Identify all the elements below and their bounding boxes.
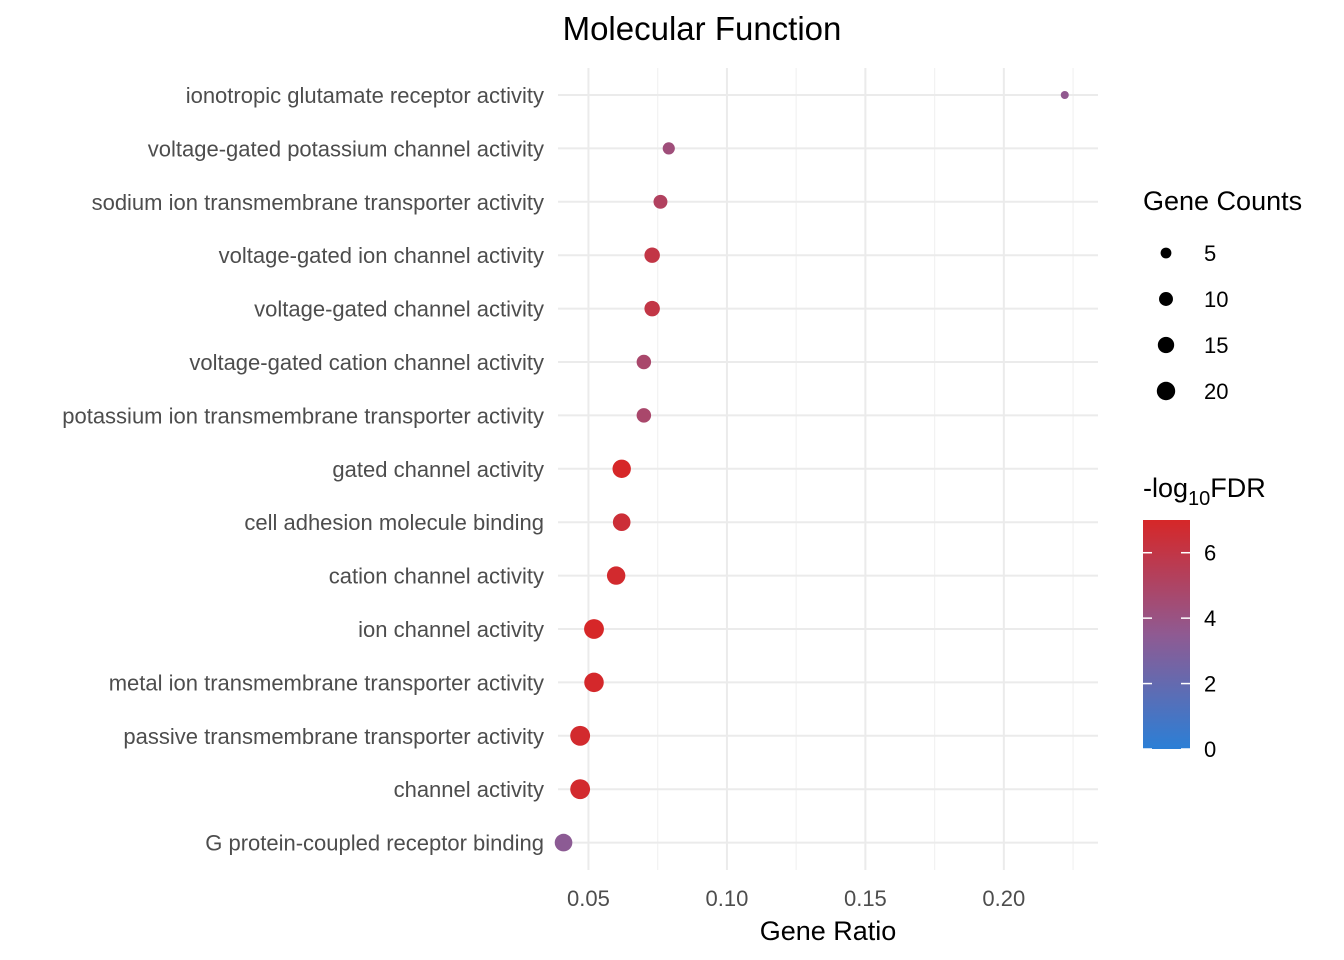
x-axis-tick-labels: 0.05 0.10 0.15 0.20 [567, 886, 1025, 911]
y-tick-label: potassium ion transmembrane transporter … [62, 403, 544, 428]
color-legend-label: 6 [1204, 541, 1216, 566]
y-tick-label: ionotropic glutamate receptor activity [186, 83, 544, 108]
data-points [554, 90, 1069, 852]
y-tick-label: channel activity [394, 777, 544, 802]
y-tick-label: sodium ion transmembrane transporter act… [92, 190, 544, 215]
color-legend-title-subscript: 10 [1188, 488, 1210, 510]
data-point [554, 833, 573, 852]
y-tick-label: voltage-gated channel activity [254, 297, 544, 322]
data-point [570, 725, 591, 746]
data-point [653, 194, 668, 209]
color-legend-label: 0 [1204, 737, 1216, 762]
color-legend-title-prefix: -log [1143, 473, 1188, 503]
y-tick-label: voltage-gated ion channel activity [219, 243, 544, 268]
y-axis-labels: ionotropic glutamate receptor activity vo… [62, 83, 544, 856]
data-point [612, 459, 631, 479]
data-point [636, 408, 652, 423]
y-tick-label: voltage-gated potassium channel activity [148, 136, 544, 161]
y-tick-label: cation channel activity [329, 564, 544, 589]
size-legend-label: 20 [1204, 379, 1228, 404]
x-axis-title: Gene Ratio [760, 916, 897, 946]
data-point [584, 619, 604, 639]
y-tick-label: voltage-gated cation channel activity [189, 350, 544, 375]
data-point [612, 513, 631, 532]
y-tick-label: G protein-coupled receptor binding [205, 831, 544, 856]
x-tick-label: 0.05 [567, 886, 610, 911]
x-tick-label: 0.10 [706, 886, 749, 911]
data-point [662, 142, 675, 155]
color-legend-bar [1143, 520, 1190, 749]
grid [558, 68, 1098, 870]
chart-title: Molecular Function [563, 10, 842, 47]
size-legend-key [1157, 336, 1175, 354]
size-legend-key [1160, 247, 1172, 259]
color-legend-label: 2 [1204, 672, 1216, 697]
x-tick-label: 0.15 [844, 886, 887, 911]
data-point [644, 247, 660, 263]
size-legend-label: 15 [1204, 333, 1228, 358]
x-tick-label: 0.20 [982, 886, 1025, 911]
color-legend: -log10FDR 0 2 4 6 [1143, 473, 1266, 762]
size-legend-label: 5 [1204, 241, 1216, 266]
color-legend-label: 4 [1204, 606, 1216, 631]
y-tick-label: gated channel activity [332, 457, 544, 482]
size-legend-title: Gene Counts [1143, 186, 1302, 216]
y-tick-label: metal ion transmembrane transporter acti… [109, 670, 544, 695]
size-legend-key [1156, 381, 1176, 401]
data-point [636, 354, 652, 370]
color-legend-title-suffix: FDR [1210, 473, 1266, 503]
color-legend-title: -log10FDR [1143, 473, 1266, 510]
data-point [570, 779, 591, 800]
data-point [1060, 90, 1069, 100]
y-tick-label: cell adhesion molecule binding [244, 510, 544, 535]
data-point [606, 566, 626, 585]
size-legend: Gene Counts 5 10 15 20 [1143, 186, 1302, 404]
y-tick-label: passive transmembrane transporter activi… [123, 724, 544, 749]
size-legend-key [1159, 292, 1173, 306]
y-tick-label: ion channel activity [358, 617, 544, 642]
data-point [644, 300, 660, 317]
data-point [584, 672, 604, 693]
size-legend-label: 10 [1204, 287, 1228, 312]
